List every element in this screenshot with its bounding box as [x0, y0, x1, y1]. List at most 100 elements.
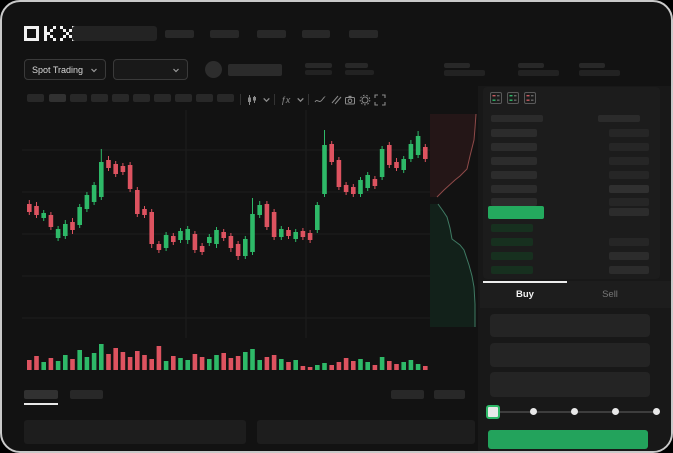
bottom-action-1[interactable] [391, 390, 424, 399]
depth-asks-line [436, 114, 477, 198]
bid-row-price[interactable] [491, 266, 533, 274]
stat-2-value [345, 70, 374, 75]
bottom-tab-active-indicator [24, 403, 58, 405]
indicators-icon[interactable]: ƒx [280, 94, 291, 105]
camera-icon[interactable] [343, 93, 356, 106]
pair-name-placeholder [228, 64, 282, 76]
chevron-down-icon [91, 68, 97, 72]
depth-bids-area [430, 204, 475, 327]
candle-style-icon[interactable] [245, 93, 258, 106]
pair-coin-icon[interactable] [205, 61, 222, 78]
timeframe-button-10[interactable] [217, 94, 234, 102]
ask-row-amount [609, 129, 649, 137]
okx-logo[interactable] [24, 26, 75, 41]
slider-step-100[interactable] [653, 408, 660, 415]
nav-item-5[interactable] [349, 30, 378, 38]
last-price-amount [609, 208, 649, 216]
bid-row-price[interactable] [491, 252, 533, 260]
order-form-tabbar [480, 281, 671, 308]
nav-item-4[interactable] [302, 30, 330, 38]
slider-step-50[interactable] [571, 408, 578, 415]
market-type-label: Spot Trading [32, 64, 84, 75]
volume-chart [27, 344, 428, 370]
fullscreen-icon[interactable] [373, 93, 386, 106]
orderbook-amount-header [598, 115, 640, 122]
okx-logo-icon [24, 26, 75, 41]
bid-row-price[interactable] [491, 224, 533, 232]
price-input[interactable] [490, 314, 650, 337]
stat-4-value [518, 70, 559, 76]
ask-row-price[interactable] [491, 198, 537, 206]
candlestick-chart[interactable] [22, 110, 430, 338]
stat-3-label [444, 63, 470, 68]
stat-1-label [305, 63, 332, 68]
timeframe-button-5[interactable] [112, 94, 129, 102]
ask-row-amount [609, 171, 649, 179]
timeframe-button-6[interactable] [133, 94, 150, 102]
timeframe-button-4[interactable] [91, 94, 108, 102]
timeframe-button-7[interactable] [154, 94, 171, 102]
pair-selector-dropdown[interactable] [113, 59, 188, 80]
tab-buy[interactable]: Buy [516, 289, 534, 300]
ask-row-price[interactable] [491, 129, 537, 137]
ask-row-amount [609, 157, 649, 165]
ask-row-price[interactable] [491, 143, 537, 151]
bid-row-price[interactable] [491, 238, 533, 246]
orderbook-price-header [491, 115, 543, 122]
slider-step-75[interactable] [612, 408, 619, 415]
search-input[interactable] [72, 26, 157, 41]
timeframe-button-2[interactable] [49, 94, 66, 102]
bottom-tab-1[interactable] [24, 390, 58, 399]
settings-gear-icon[interactable] [358, 93, 371, 106]
bid-row-amount [609, 252, 649, 260]
slider-step-25[interactable] [530, 408, 537, 415]
orderbook-view-both-icon[interactable] [490, 92, 502, 104]
stat-4-label [518, 63, 544, 68]
ruler-icon[interactable] [329, 93, 342, 106]
depth-chart[interactable] [430, 114, 483, 332]
ask-row-price[interactable] [491, 171, 537, 179]
timeframe-button-1[interactable] [27, 94, 44, 102]
open-orders-panel [24, 420, 246, 444]
ask-row-amount [609, 198, 649, 206]
indicators-chevron-icon[interactable] [294, 93, 307, 106]
timeframe-button-8[interactable] [175, 94, 192, 102]
nav-item-3[interactable] [257, 30, 286, 38]
bottom-tab-2[interactable] [70, 390, 103, 399]
toolbar-divider [240, 94, 241, 105]
bottom-action-2[interactable] [434, 390, 465, 399]
toolbar-divider [274, 94, 275, 105]
bid-row-amount [609, 238, 649, 246]
total-input[interactable] [490, 372, 650, 397]
timeframe-button-3[interactable] [70, 94, 87, 102]
ask-row-amount [609, 185, 649, 193]
market-type-dropdown[interactable]: Spot Trading [24, 59, 106, 80]
stat-3-value [444, 70, 485, 76]
ask-row-amount [609, 143, 649, 151]
ask-row-price[interactable] [491, 157, 537, 165]
buy-submit-button[interactable] [488, 430, 648, 449]
line-tool-icon[interactable] [313, 93, 326, 106]
orderbook-view-bids-icon[interactable] [507, 92, 519, 104]
orderbook-view-asks-icon[interactable] [524, 92, 536, 104]
toolbar-divider [308, 94, 309, 105]
order-history-panel [257, 420, 475, 444]
timeframe-button-9[interactable] [196, 94, 213, 102]
tab-sell[interactable]: Sell [602, 289, 618, 300]
amount-input[interactable] [490, 343, 650, 367]
ask-row-price[interactable] [491, 185, 537, 193]
percent-slider-handle[interactable] [486, 405, 500, 419]
nav-item-2[interactable] [210, 30, 239, 38]
chevron-down-icon [173, 68, 179, 72]
depth-asks-area [430, 114, 476, 197]
chart-gridlines [22, 110, 430, 338]
bid-row-amount [609, 266, 649, 274]
active-tab-indicator [483, 281, 567, 283]
stat-2-label [345, 63, 368, 68]
candle-style-chevron-icon[interactable] [260, 93, 273, 106]
nav-item-1[interactable] [165, 30, 194, 38]
last-price-badge[interactable] [488, 206, 544, 219]
stat-1-value [305, 70, 332, 75]
depth-bids-line [437, 203, 476, 327]
